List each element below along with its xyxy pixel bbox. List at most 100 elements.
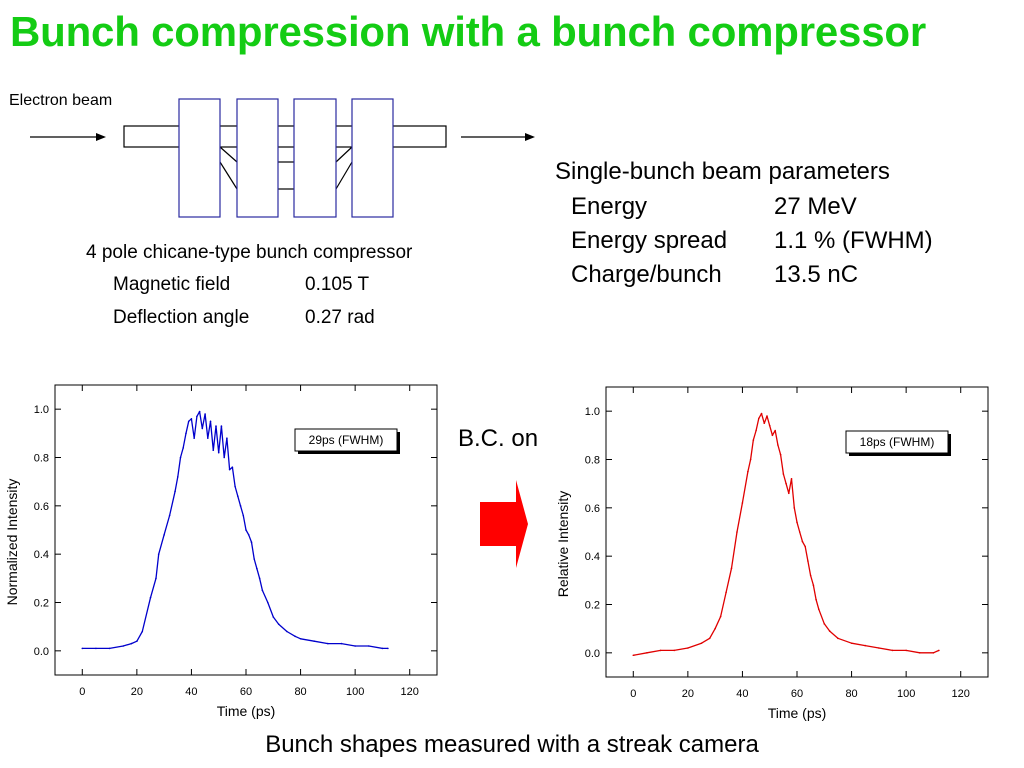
energy-label: Energy xyxy=(571,193,648,220)
slide-title: Bunch compression with a bunch compresso… xyxy=(10,8,926,55)
deflection-angle-label: Deflection angle xyxy=(113,307,250,328)
data-point xyxy=(801,540,804,543)
intensity-series-line xyxy=(82,410,388,650)
data-point xyxy=(204,413,206,415)
data-point xyxy=(286,630,288,633)
incoming-arrowhead xyxy=(96,133,106,141)
data-point xyxy=(938,649,940,652)
x-tick-label: 0 xyxy=(630,688,636,700)
data-point xyxy=(932,652,935,654)
deflected-path-out-2 xyxy=(335,161,353,190)
x-tick-label: 120 xyxy=(952,688,970,700)
data-point xyxy=(340,642,343,645)
data-point xyxy=(179,456,182,459)
data-point xyxy=(239,505,242,507)
data-point xyxy=(95,647,97,650)
data-point xyxy=(785,482,787,485)
x-tick-label: 80 xyxy=(294,686,306,698)
x-tick-label: 0 xyxy=(79,686,85,698)
x-tick-label: 40 xyxy=(185,686,197,698)
data-point xyxy=(818,608,820,611)
y-tick-label: 0.2 xyxy=(585,600,600,612)
data-point xyxy=(700,642,703,644)
data-point xyxy=(228,468,231,471)
chart-before-compression: 0 20 40 60 80 100 120 0.0 0.2 0.4 0.6 0.8 1.0 Time (p… xyxy=(4,384,438,719)
bc-on-label: B.C. on xyxy=(458,425,539,452)
data-point xyxy=(381,647,384,650)
data-point xyxy=(130,642,133,645)
data-point xyxy=(807,560,809,562)
deflected-path-in-2 xyxy=(219,161,238,190)
red-arrow-icon xyxy=(480,480,528,568)
data-point xyxy=(327,642,329,645)
y-tick-label: 0.6 xyxy=(585,503,600,515)
data-point xyxy=(673,649,676,652)
data-point xyxy=(212,449,215,452)
deflected-path-in xyxy=(219,146,238,163)
data-point xyxy=(190,418,193,420)
data-point xyxy=(253,558,255,560)
data-point xyxy=(809,574,812,577)
y-tick-label: 0.0 xyxy=(34,646,49,658)
y-tick-label: 1.0 xyxy=(585,406,600,418)
y-tick-label: 0.4 xyxy=(34,549,49,561)
data-point xyxy=(261,589,264,592)
data-point xyxy=(798,531,801,533)
data-point xyxy=(850,642,853,644)
data-point xyxy=(905,649,907,652)
data-point xyxy=(782,473,785,475)
data-point xyxy=(193,437,195,439)
data-point xyxy=(837,637,839,640)
data-point xyxy=(198,410,201,413)
data-point xyxy=(234,485,236,488)
data-point xyxy=(207,437,209,439)
deflected-path-out xyxy=(335,146,353,163)
data-point xyxy=(771,434,774,437)
data-point xyxy=(136,640,138,642)
data-point xyxy=(220,425,223,427)
data-point xyxy=(209,420,212,423)
data-point xyxy=(217,451,220,454)
data-point xyxy=(149,596,152,599)
x-axis-label: Time (ps) xyxy=(768,705,827,721)
dipole-magnet-3 xyxy=(293,98,337,218)
data-point xyxy=(256,567,258,570)
y-tick-label: 0.2 xyxy=(34,598,49,610)
energy-value: 27 MeV xyxy=(774,193,857,220)
chicane-diagram xyxy=(30,98,535,218)
data-point xyxy=(141,630,144,633)
energy-spread-value: 1.1 % (FWHM) xyxy=(774,227,933,254)
data-point xyxy=(768,424,771,427)
data-point xyxy=(747,470,749,473)
x-tick-label: 20 xyxy=(682,688,694,700)
data-point xyxy=(790,478,793,480)
data-point xyxy=(267,601,269,604)
y-tick-label: 0.0 xyxy=(585,648,600,660)
y-axis-label: Normalized Intensity xyxy=(4,479,20,606)
data-point xyxy=(774,429,776,432)
data-point xyxy=(201,427,204,430)
y-tick-label: 0.8 xyxy=(585,455,600,467)
data-point xyxy=(313,640,316,642)
data-point xyxy=(719,615,722,618)
data-point xyxy=(196,415,198,418)
x-tick-label: 120 xyxy=(401,686,419,698)
data-point xyxy=(760,412,763,415)
data-point xyxy=(272,616,275,618)
data-point xyxy=(157,553,160,555)
y-tick-label: 0.8 xyxy=(34,453,49,465)
dipole-magnet-4 xyxy=(351,98,394,218)
y-tick-label: 1.0 xyxy=(34,404,49,416)
chicane-title: 4 pole chicane-type bunch compressor xyxy=(86,242,413,263)
x-axis-label: Time (ps) xyxy=(217,703,276,719)
data-point xyxy=(891,649,894,652)
data-point xyxy=(242,514,245,517)
data-point xyxy=(231,466,234,468)
energy-spread-label: Energy spread xyxy=(571,227,728,254)
y-axis-label: Relative Intensity xyxy=(555,491,571,598)
data-point xyxy=(804,545,806,548)
data-point xyxy=(687,647,689,649)
data-point xyxy=(796,521,798,524)
data-point xyxy=(766,415,768,417)
data-point xyxy=(918,652,921,654)
